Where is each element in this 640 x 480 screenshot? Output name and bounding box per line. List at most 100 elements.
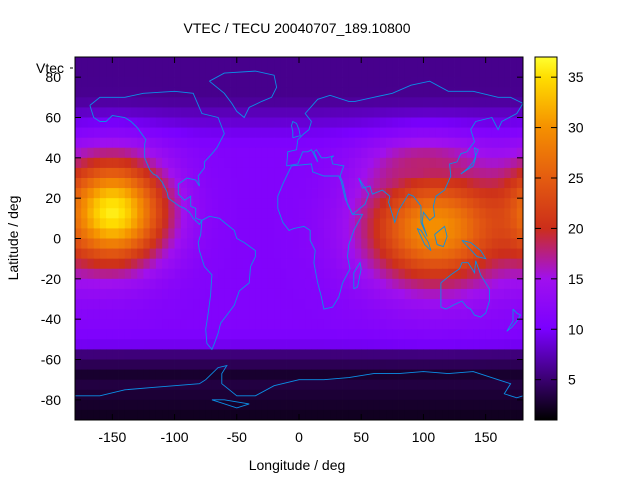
heatmap-cell — [398, 278, 406, 290]
heatmap-cell — [211, 97, 219, 108]
heatmap-cell — [81, 329, 88, 340]
heatmap-cell — [286, 97, 294, 108]
heatmap-cell — [218, 107, 225, 118]
heatmap-cell — [112, 238, 119, 249]
heatmap-cell — [81, 299, 88, 310]
heatmap-cell — [93, 228, 101, 239]
heatmap-cell — [124, 258, 132, 270]
heatmap-cell — [299, 67, 306, 78]
heatmap-cell — [442, 178, 449, 189]
heatmap-cell — [243, 188, 250, 199]
heatmap-cell — [199, 198, 207, 209]
heatmap-cell — [367, 268, 375, 280]
heatmap-cell — [330, 238, 337, 249]
heatmap-cell — [460, 329, 468, 340]
heatmap-cell — [479, 188, 487, 199]
heatmap-cell — [292, 248, 300, 260]
heatmap-cell — [448, 309, 455, 320]
heatmap-cell — [236, 167, 244, 179]
heatmap-cell — [218, 278, 225, 290]
heatmap-cell — [255, 248, 263, 260]
heatmap-cell — [243, 288, 250, 300]
heatmap-cell — [305, 369, 312, 381]
heatmap-cell — [99, 218, 107, 229]
heatmap-cell — [435, 87, 443, 98]
heatmap-cell — [162, 369, 169, 381]
heatmap-cell — [99, 147, 107, 159]
heatmap-cell — [124, 369, 132, 381]
heatmap-cell — [454, 67, 462, 78]
heatmap-cell — [479, 87, 487, 98]
heatmap-cell — [504, 208, 511, 219]
heatmap-cell — [106, 77, 113, 88]
heatmap-cell — [112, 288, 119, 300]
heatmap-cell — [448, 409, 455, 421]
heatmap-cell — [211, 319, 219, 330]
heatmap-cell — [485, 107, 493, 118]
heatmap-cell — [131, 218, 138, 229]
heatmap-cell — [174, 157, 182, 169]
heatmap-cell — [236, 349, 244, 360]
heatmap-cell — [317, 87, 325, 98]
heatmap-cell — [274, 127, 281, 139]
heatmap-cell — [131, 359, 138, 370]
heatmap-cell — [342, 349, 350, 360]
heatmap-cell — [448, 57, 455, 68]
heatmap-cell — [174, 288, 182, 300]
heatmap-cell — [404, 198, 412, 209]
heatmap-cell — [423, 238, 431, 249]
heatmap-cell — [155, 389, 163, 401]
heatmap-cell — [274, 288, 281, 300]
heatmap-cell — [386, 87, 393, 98]
heatmap-cell — [323, 137, 331, 149]
heatmap-cell — [205, 87, 213, 98]
heatmap-cell — [392, 218, 399, 229]
heatmap-cell — [249, 309, 256, 320]
heatmap-cell — [485, 77, 493, 88]
heatmap-cell — [106, 117, 113, 128]
heatmap-cell — [510, 309, 518, 320]
heatmap-cell — [417, 379, 424, 391]
heatmap-cell — [454, 137, 462, 149]
heatmap-cell — [435, 137, 443, 149]
heatmap-cell — [442, 198, 449, 209]
heatmap-cell — [267, 178, 275, 189]
heatmap-cell — [87, 157, 95, 169]
heatmap-cell — [404, 369, 412, 381]
heatmap-cell — [143, 228, 151, 239]
heatmap-cell — [131, 77, 138, 88]
heatmap-cell — [274, 208, 281, 219]
heatmap-cell — [75, 198, 82, 209]
heatmap-cell — [230, 77, 238, 88]
y-tick-label: -40 — [41, 311, 61, 327]
heatmap-cell — [504, 87, 511, 98]
heatmap-cell — [131, 248, 138, 260]
heatmap-cell — [442, 339, 449, 350]
heatmap-cell — [199, 178, 207, 189]
heatmap-cell — [180, 288, 188, 300]
heatmap-cell — [87, 107, 95, 118]
heatmap-cell — [267, 117, 275, 128]
heatmap-cell — [417, 198, 424, 209]
heatmap-cell — [467, 188, 474, 199]
heatmap-cell — [442, 329, 449, 340]
heatmap-cell — [99, 167, 107, 179]
heatmap-cell — [367, 67, 375, 78]
heatmap-cell — [417, 87, 424, 98]
heatmap-cell — [510, 228, 518, 239]
heatmap-cell — [162, 87, 169, 98]
heatmap-cell — [75, 57, 82, 68]
heatmap-cell — [429, 127, 437, 139]
heatmap-cell — [467, 117, 474, 128]
heatmap-cell — [224, 228, 231, 239]
heatmap-cell — [299, 248, 306, 260]
heatmap-cell — [187, 288, 194, 300]
heatmap-cell — [355, 238, 362, 249]
heatmap-cell — [124, 167, 132, 179]
heatmap-cell — [373, 288, 381, 300]
heatmap-cell — [155, 97, 163, 108]
heatmap-cell — [75, 329, 82, 340]
heatmap-cell — [274, 77, 281, 88]
heatmap-cell — [379, 399, 387, 411]
